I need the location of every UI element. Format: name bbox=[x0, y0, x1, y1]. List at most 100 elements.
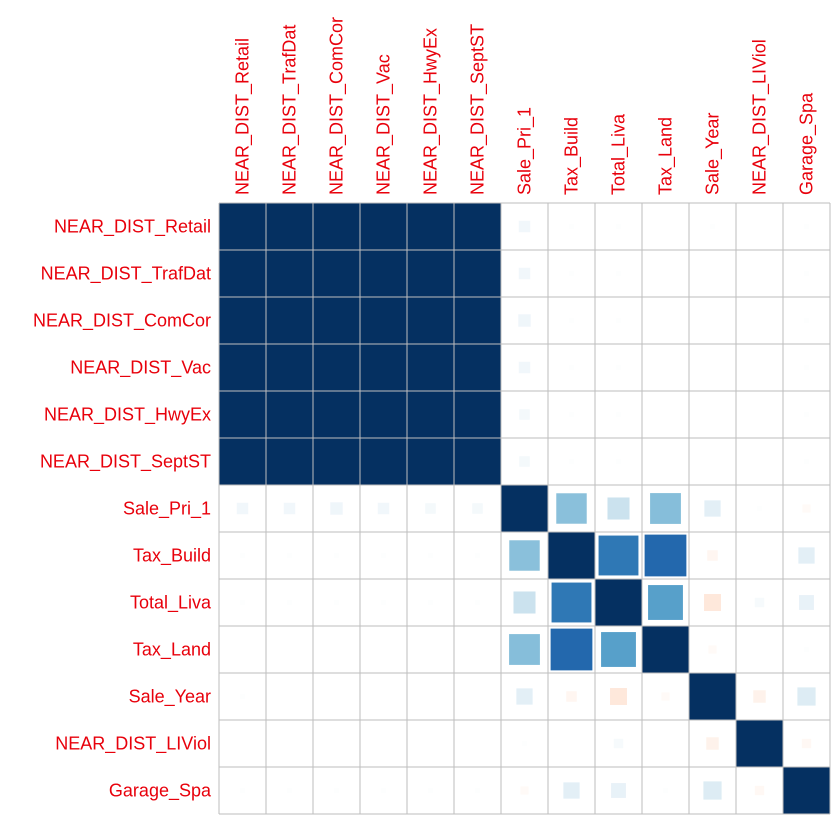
correlation-cell-12-4 bbox=[428, 788, 433, 793]
correlation-cell-4-4 bbox=[407, 391, 454, 438]
column-label: Tax_Land bbox=[656, 117, 677, 195]
correlation-cell-8-10 bbox=[704, 594, 721, 611]
column-label: NEAR_DIST_Retail bbox=[233, 38, 254, 195]
correlation-cell-2-1 bbox=[266, 297, 313, 344]
correlation-cell-6-9 bbox=[650, 493, 681, 524]
correlation-cell-8-1 bbox=[287, 600, 292, 605]
correlation-cell-3-5 bbox=[454, 344, 501, 391]
row-label: Total_Liva bbox=[130, 593, 212, 614]
correlation-cell-7-9 bbox=[644, 534, 687, 577]
correlation-cell-10-0 bbox=[240, 694, 245, 699]
correlation-cell-1-8 bbox=[616, 271, 621, 276]
correlation-cell-7-7 bbox=[548, 532, 595, 579]
correlation-cell-3-4 bbox=[407, 344, 454, 391]
correlation-cell-4-0 bbox=[219, 391, 266, 438]
correlation-cell-4-12 bbox=[804, 412, 809, 417]
correlation-cell-5-0 bbox=[219, 438, 266, 485]
correlation-cell-0-2 bbox=[313, 203, 360, 250]
correlation-cell-8-12 bbox=[799, 595, 814, 610]
correlation-cell-3-2 bbox=[313, 344, 360, 391]
correlation-cell-4-7 bbox=[569, 412, 574, 417]
correlation-cell-7-6 bbox=[509, 540, 540, 571]
correlation-cell-12-6 bbox=[520, 786, 529, 795]
correlation-cell-12-9 bbox=[663, 788, 668, 793]
correlation-cell-2-8 bbox=[616, 318, 621, 323]
correlation-cell-8-0 bbox=[240, 600, 245, 605]
correlation-cell-5-4 bbox=[407, 438, 454, 485]
correlation-cell-0-10 bbox=[710, 224, 715, 229]
correlation-cell-5-12 bbox=[804, 459, 809, 464]
row-label: NEAR_DIST_TrafDat bbox=[41, 264, 211, 285]
correlation-cell-2-6 bbox=[518, 314, 531, 327]
correlation-cell-8-4 bbox=[428, 600, 433, 605]
correlation-cell-3-12 bbox=[804, 365, 809, 370]
correlation-cell-2-3 bbox=[360, 297, 407, 344]
correlation-cell-9-7 bbox=[550, 628, 593, 671]
column-labels: NEAR_DIST_Retail NEAR_DIST_TrafDat NEAR_DI… bbox=[233, 17, 818, 195]
correlation-cell-2-5 bbox=[454, 297, 501, 344]
column-label: NEAR_DIST_ComCor bbox=[327, 17, 348, 195]
correlation-cell-1-12 bbox=[804, 271, 809, 276]
row-label: Tax_Land bbox=[133, 640, 211, 661]
correlation-cell-11-10 bbox=[706, 737, 719, 750]
correlation-cell-4-5 bbox=[454, 391, 501, 438]
correlation-cell-9-9 bbox=[642, 626, 689, 673]
correlation-cell-8-6 bbox=[513, 591, 536, 614]
correlation-cell-10-10 bbox=[689, 673, 736, 720]
row-label: NEAR_DIST_ComCor bbox=[33, 311, 211, 332]
correlation-cell-6-4 bbox=[425, 503, 436, 514]
row-label: Sale_Pri_1 bbox=[123, 499, 211, 520]
correlation-cell-3-7 bbox=[569, 365, 574, 370]
correlation-cell-10-7 bbox=[566, 691, 577, 702]
correlation-cell-6-3 bbox=[377, 502, 390, 515]
column-label: NEAR_DIST_TrafDat bbox=[280, 25, 301, 195]
correlation-cell-5-8 bbox=[616, 459, 621, 464]
row-label: Garage_Spa bbox=[109, 781, 212, 802]
correlation-cell-1-5 bbox=[454, 250, 501, 297]
correlation-cell-12-5 bbox=[475, 788, 480, 793]
grid-layer bbox=[218, 202, 831, 815]
correlation-cell-6-6 bbox=[501, 485, 548, 532]
correlation-cell-1-2 bbox=[313, 250, 360, 297]
row-label: Tax_Build bbox=[133, 546, 211, 567]
correlation-cell-10-12 bbox=[797, 687, 816, 706]
correlation-cell-8-3 bbox=[381, 600, 386, 605]
correlation-cell-1-3 bbox=[360, 250, 407, 297]
correlation-cell-2-12 bbox=[804, 318, 809, 323]
correlation-cell-0-7 bbox=[569, 224, 574, 229]
correlation-cell-0-8 bbox=[616, 224, 621, 229]
column-label: Garage_Spa bbox=[797, 92, 818, 195]
correlation-cell-0-0 bbox=[219, 203, 266, 250]
correlation-cell-7-3 bbox=[381, 553, 386, 558]
correlation-cell-7-12 bbox=[798, 547, 815, 564]
row-label: Sale_Year bbox=[129, 687, 211, 708]
column-label: Sale_Year bbox=[703, 113, 724, 195]
correlation-cell-6-5 bbox=[472, 503, 483, 514]
correlation-cell-2-4 bbox=[407, 297, 454, 344]
row-label: NEAR_DIST_HwyEx bbox=[44, 405, 211, 426]
correlation-cell-7-8 bbox=[598, 535, 639, 576]
correlation-cell-12-0 bbox=[240, 788, 245, 793]
correlation-cell-6-2 bbox=[330, 502, 343, 515]
correlation-cell-11-12 bbox=[801, 738, 812, 749]
correlation-cell-9-12 bbox=[804, 647, 809, 652]
correlation-cell-5-2 bbox=[313, 438, 360, 485]
correlation-cell-5-3 bbox=[360, 438, 407, 485]
column-label: NEAR_DIST_LIViol bbox=[750, 39, 771, 195]
correlation-cell-12-7 bbox=[563, 782, 580, 799]
correlation-cell-3-1 bbox=[266, 344, 313, 391]
correlation-cell-1-0 bbox=[219, 250, 266, 297]
correlation-cell-7-1 bbox=[287, 553, 292, 558]
column-label: NEAR_DIST_SeptST bbox=[468, 24, 489, 195]
correlation-cell-6-0 bbox=[236, 502, 249, 515]
correlation-cell-7-10 bbox=[707, 550, 718, 561]
correlation-cell-8-2 bbox=[334, 600, 339, 605]
correlation-cell-1-4 bbox=[407, 250, 454, 297]
correlation-cell-9-6 bbox=[509, 634, 540, 665]
correlation-cell-4-3 bbox=[360, 391, 407, 438]
row-label: NEAR_DIST_Vac bbox=[70, 358, 211, 379]
column-label: NEAR_DIST_Vac bbox=[374, 54, 395, 195]
correlation-cell-3-3 bbox=[360, 344, 407, 391]
correlation-cell-6-11 bbox=[757, 506, 762, 511]
